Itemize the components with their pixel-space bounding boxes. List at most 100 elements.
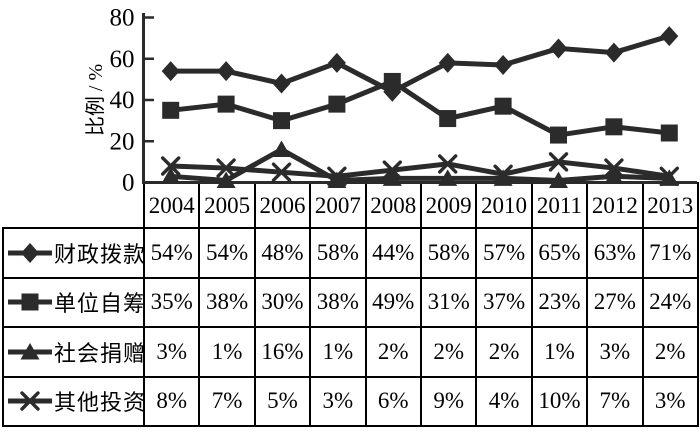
value-cell: 38% bbox=[198, 276, 256, 328]
x-marker-icon bbox=[271, 162, 292, 182]
y-axis-tick-label: 80 bbox=[110, 5, 135, 32]
square-marker-icon bbox=[328, 95, 346, 113]
year-header-cell: 2008 bbox=[364, 182, 422, 229]
value-cell: 3% bbox=[641, 375, 699, 427]
series-row: 单位自筹 35% 38% 30% 38% 49% 31% 37% 23% 27% 24% bbox=[2, 276, 699, 328]
value-cell: 3% bbox=[586, 326, 644, 378]
value-cell: 6% bbox=[364, 375, 422, 427]
value-cell: 10% bbox=[530, 375, 589, 427]
value-cell: 71% bbox=[641, 227, 699, 279]
year-header-cell: 2010 bbox=[475, 182, 533, 229]
square-marker-icon bbox=[8, 293, 52, 311]
value-cell: 27% bbox=[586, 276, 644, 328]
legend-entry: 社会捐赠 bbox=[5, 336, 144, 368]
square-marker-icon bbox=[439, 110, 457, 128]
legend-cell: 其他投资 bbox=[2, 375, 145, 427]
series-diamond bbox=[161, 26, 679, 102]
value-cell: 1% bbox=[530, 326, 589, 378]
year-header-cell: 2004 bbox=[142, 182, 201, 229]
series-row: 其他投资 8% 7% 5% 3% 6% 9% 4% 10% 7% 3% bbox=[2, 375, 699, 427]
diamond-marker-icon bbox=[21, 242, 39, 263]
value-cell: 7% bbox=[586, 375, 644, 427]
y-axis-tick-label: 20 bbox=[110, 128, 135, 155]
legend-label: 其他投资 bbox=[54, 390, 144, 416]
square-marker-icon bbox=[273, 112, 290, 130]
value-cell: 54% bbox=[198, 227, 256, 279]
legend-cell: 社会捐赠 bbox=[2, 326, 145, 378]
value-cell: 1% bbox=[309, 326, 367, 378]
diamond-marker-icon bbox=[327, 52, 346, 73]
year-header-cell: 2013 bbox=[641, 182, 699, 229]
legend-cell: 单位自筹 bbox=[2, 276, 145, 328]
triangle-marker-icon bbox=[8, 342, 52, 360]
square-marker-icon bbox=[550, 126, 567, 144]
value-cell: 3% bbox=[142, 326, 201, 378]
diamond-marker-icon bbox=[272, 73, 291, 94]
x-marker-icon bbox=[493, 164, 513, 184]
legend-label: 社会捐赠 bbox=[54, 340, 144, 366]
square-marker-icon bbox=[383, 72, 401, 90]
value-cell: 37% bbox=[475, 276, 533, 328]
legend-label: 单位自筹 bbox=[54, 291, 144, 317]
value-cell: 2% bbox=[475, 326, 533, 378]
value-cell: 9% bbox=[419, 375, 478, 427]
x-marker-icon bbox=[604, 158, 624, 178]
square-marker-icon bbox=[162, 101, 180, 119]
diamond-marker-icon bbox=[161, 61, 180, 82]
value-cell: 57% bbox=[475, 227, 533, 279]
triangle-marker-icon bbox=[272, 140, 291, 157]
value-cell: 63% bbox=[586, 227, 644, 279]
diamond-marker-icon bbox=[549, 38, 568, 59]
year-header-row: 2004 2005 2006 2007 2008 2009 2010 2011 2012 2013 bbox=[3, 182, 699, 229]
x-marker-icon bbox=[216, 158, 236, 178]
value-cell: 38% bbox=[309, 276, 367, 328]
y-axis-tick-label: 40 bbox=[110, 87, 135, 114]
value-cell: 44% bbox=[364, 227, 422, 279]
value-cell: 2% bbox=[364, 326, 422, 378]
value-cell: 35% bbox=[142, 276, 201, 328]
diamond-marker-icon bbox=[383, 81, 402, 102]
value-cell: 2% bbox=[641, 326, 699, 378]
diamond-marker-icon bbox=[604, 42, 623, 63]
series-row: 社会捐赠 3% 1% 16% 1% 2% 2% 2% 1% 3% 2% bbox=[2, 326, 699, 378]
value-cell: 7% bbox=[198, 375, 256, 427]
value-cell: 54% bbox=[142, 227, 201, 279]
series-square bbox=[162, 72, 678, 144]
series-triangle bbox=[161, 140, 679, 188]
value-cell: 4% bbox=[475, 375, 533, 427]
square-marker-icon bbox=[660, 124, 678, 142]
value-cell: 31% bbox=[419, 276, 478, 328]
diamond-marker-icon bbox=[217, 61, 236, 82]
legend-entry: 其他投资 bbox=[5, 385, 144, 417]
year-header-cell: 2012 bbox=[586, 182, 644, 229]
y-axis-tick-label: 60 bbox=[110, 46, 135, 73]
value-cell: 16% bbox=[253, 326, 312, 378]
diamond-marker-icon bbox=[438, 52, 457, 73]
diamond-marker-icon bbox=[494, 54, 513, 75]
blank-cell bbox=[3, 183, 144, 228]
value-cell: 58% bbox=[309, 227, 367, 279]
diamond-marker-icon bbox=[8, 242, 52, 263]
value-cell: 23% bbox=[530, 276, 589, 328]
legend-cell: 财政拨款 bbox=[2, 227, 145, 279]
square-marker-icon bbox=[605, 118, 623, 136]
x-marker-icon bbox=[382, 160, 402, 180]
diamond-marker-icon bbox=[660, 26, 679, 47]
year-header-cell: 2006 bbox=[253, 182, 312, 229]
legend-entry: 财政拨款 bbox=[5, 237, 144, 269]
year-header-cell: 2011 bbox=[530, 182, 589, 229]
data-table: 2004 2005 2006 2007 2008 2009 2010 2011 2012 2013… bbox=[2, 182, 699, 427]
legend-label: 财政拨款 bbox=[54, 241, 144, 267]
x-marker-icon bbox=[20, 391, 40, 411]
value-cell: 1% bbox=[198, 326, 256, 378]
value-cell: 58% bbox=[419, 227, 478, 279]
x-marker-icon bbox=[548, 152, 569, 172]
x-marker-icon bbox=[8, 391, 52, 411]
value-cell: 24% bbox=[641, 276, 699, 328]
value-cell: 3% bbox=[309, 375, 367, 427]
value-cell: 49% bbox=[364, 276, 422, 328]
year-header-cell: 2009 bbox=[419, 182, 478, 229]
square-marker-icon bbox=[217, 95, 235, 113]
value-cell: 30% bbox=[253, 276, 312, 328]
series-x bbox=[160, 152, 679, 187]
